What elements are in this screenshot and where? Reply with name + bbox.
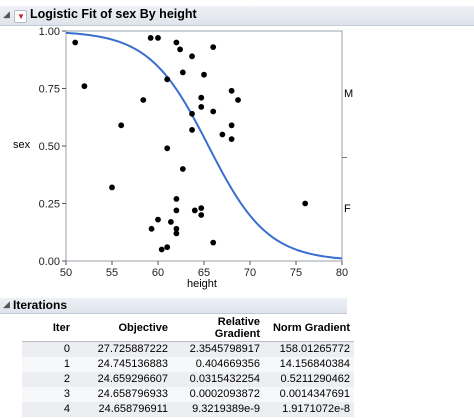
table-row: 3 24.658796933 0.0002093872 0.0014347691 [22, 387, 354, 402]
col-header-objective: Objective [74, 315, 172, 342]
data-point [198, 205, 205, 212]
cell-norm-gradient: 14.156840384 [279, 358, 350, 370]
data-point [173, 207, 180, 214]
cell-objective: 24.658796911 [98, 403, 168, 415]
cell-iter: 4 [63, 403, 70, 415]
x-tick-label: 70 [244, 267, 256, 279]
cell-iter: 0 [63, 343, 70, 355]
data-point [158, 246, 165, 253]
data-point [164, 244, 171, 251]
data-point [198, 94, 205, 101]
data-point [81, 83, 88, 90]
data-point [72, 39, 79, 46]
data-point [219, 131, 226, 138]
data-point [118, 122, 125, 129]
col-header-iter: Iter [22, 315, 74, 342]
data-point [228, 122, 235, 129]
data-point [189, 110, 195, 117]
cell-norm-gradient: 1.9171072e-8 [282, 403, 350, 415]
data-point [173, 225, 180, 232]
data-point [210, 108, 217, 115]
x-tick-label: 55 [106, 267, 118, 279]
disclosure-triangle-icon[interactable]: ◢ [3, 9, 10, 19]
cell-relative-gradient: 0.404669356 [195, 358, 260, 370]
cell-objective: 24.658796933 [97, 388, 168, 400]
x-tick-label: 65 [198, 267, 210, 279]
cell-relative-gradient: 0.0315432254 [189, 373, 260, 385]
col-header-norm-gradient: Norm Gradient [264, 315, 354, 342]
cell-iter: 1 [63, 358, 70, 370]
data-point [164, 145, 171, 152]
data-point [201, 71, 207, 78]
right-axis-label-f: F [344, 203, 351, 215]
data-point [148, 225, 155, 232]
y-tick-label: 0.75 [39, 84, 60, 96]
cell-objective: 24.659296607 [97, 373, 168, 385]
cell-iter: 3 [63, 388, 70, 400]
data-point [155, 35, 161, 41]
iterations-outline-header[interactable]: ◢ Iterations [0, 298, 347, 314]
y-tick-label: 0.25 [39, 199, 60, 211]
data-point [167, 219, 174, 225]
table-row: 1 24.745136883 0.404669356 14.156840384 [22, 357, 354, 372]
data-point [198, 212, 205, 218]
cell-norm-gradient: 0.0014347691 [279, 388, 350, 400]
data-point [173, 39, 180, 46]
data-point [189, 126, 195, 133]
table-row: 4 24.658796911 9.3219389e-9 1.9171072e-8 [22, 402, 354, 417]
y-tick-label: 0.50 [39, 141, 60, 153]
red-triangle-menu-icon[interactable]: ▼ [14, 10, 27, 23]
data-point [164, 76, 171, 83]
data-point [191, 207, 198, 214]
col-header-relative-gradient: Relative Gradient [172, 315, 264, 342]
iterations-title: Iterations [13, 298, 68, 312]
data-point [179, 166, 186, 172]
y-tick-label: 1.00 [39, 26, 60, 38]
cell-norm-gradient: 158.01265772 [279, 343, 350, 355]
y-axis-label: sex [13, 139, 31, 151]
data-point [189, 53, 195, 60]
logistic-fit-curve [65, 31, 343, 260]
x-tick-label: 50 [60, 267, 72, 279]
x-tick-label: 60 [152, 267, 164, 279]
cell-relative-gradient: 2.3545798917 [189, 343, 260, 355]
plot-frame [65, 30, 343, 262]
data-point [228, 136, 235, 143]
logistic-chart: 0.00 0.25 0.50 0.75 1.00 50 55 60 65 70 75 80 [39, 26, 349, 279]
data-point [302, 200, 309, 207]
data-point [140, 97, 147, 103]
data-point [179, 69, 186, 76]
cell-relative-gradient: 9.3219389e-9 [192, 403, 260, 415]
iterations-table: Iter Objective Relative Gradient Norm Gr… [22, 315, 354, 417]
table-row: 0 27.725887222 2.3545798917 158.01265772 [22, 341, 354, 357]
cell-objective: 24.745136883 [97, 358, 168, 370]
cell-iter: 2 [63, 373, 70, 385]
report-title: Logistic Fit of sex By height [30, 7, 197, 21]
iterations-disclosure-icon[interactable]: ◢ [3, 299, 10, 309]
data-point [210, 44, 217, 50]
y-tick-label: 0.00 [39, 256, 60, 268]
data-point [235, 97, 241, 103]
cell-relative-gradient: 0.0002093872 [189, 388, 260, 400]
x-tick-label: 75 [290, 267, 302, 279]
cell-objective: 27.725887222 [97, 343, 168, 355]
data-point [155, 216, 161, 223]
logistic-fit-outline-header[interactable]: ◢ ▼ Logistic Fit of sex By height [0, 6, 474, 26]
x-tick-label: 80 [336, 267, 348, 279]
data-point [173, 230, 180, 237]
data-point [210, 239, 217, 246]
data-point [109, 184, 115, 191]
data-point [177, 46, 183, 53]
x-axis-label: height [187, 278, 217, 290]
table-row: 2 24.659296607 0.0315432254 0.5211290462 [22, 372, 354, 387]
data-point [147, 35, 154, 41]
cell-norm-gradient: 0.5211290462 [280, 373, 350, 385]
data-point [173, 196, 180, 202]
right-axis-label-m: M [344, 88, 354, 100]
data-point [198, 104, 205, 110]
data-point [228, 87, 235, 94]
